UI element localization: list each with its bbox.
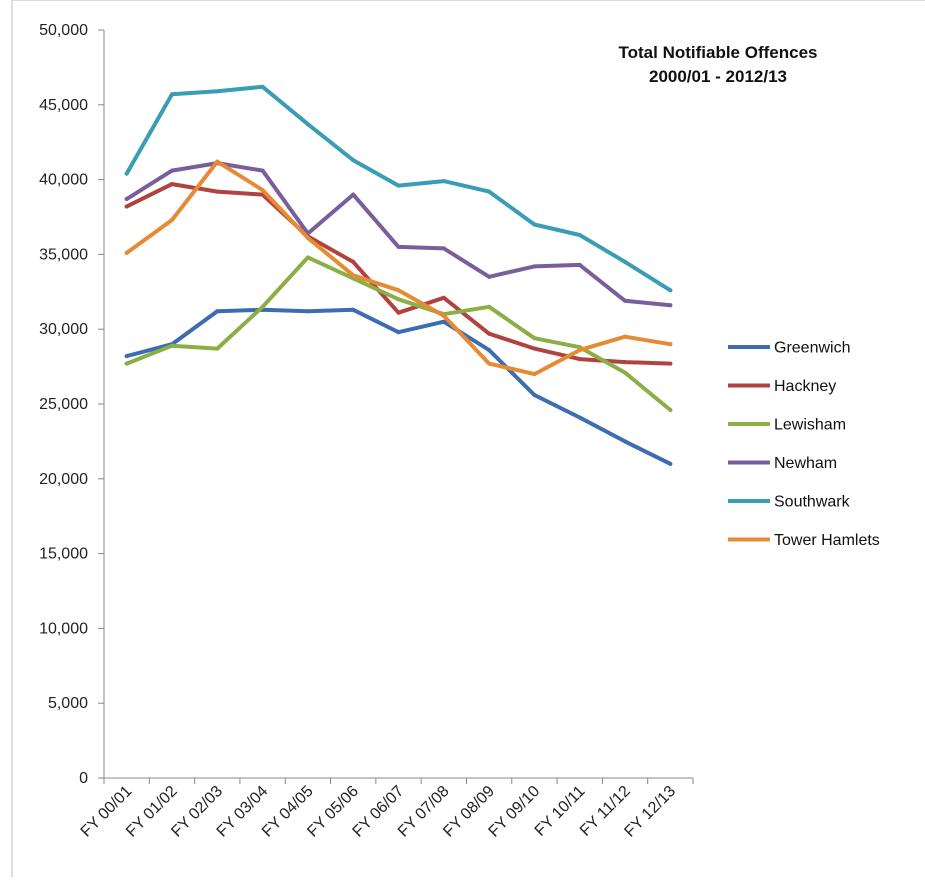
data-point-lewisham (169, 343, 174, 348)
y-tick-label: 25,000 (39, 396, 88, 413)
data-point-tower-hamlets (396, 288, 401, 293)
data-point-greenwich (668, 461, 673, 466)
legend-label-newham: Newham (774, 455, 837, 472)
data-point-newham (351, 192, 356, 197)
data-point-southwark (623, 259, 628, 264)
data-point-newham (396, 244, 401, 249)
data-point-tower-hamlets (260, 188, 265, 193)
data-point-southwark (215, 89, 220, 94)
chart-title: Total Notifiable Offences (619, 43, 818, 62)
data-point-tower-hamlets (532, 372, 537, 377)
data-point-tower-hamlets (215, 159, 220, 164)
data-point-lewisham (215, 346, 220, 351)
data-point-tower-hamlets (351, 273, 356, 278)
data-point-hackney (532, 346, 537, 351)
data-point-lewisham (305, 255, 310, 260)
data-point-lewisham (668, 407, 673, 412)
y-tick-label: 45,000 (39, 97, 88, 114)
data-point-southwark (260, 84, 265, 89)
data-point-greenwich (124, 354, 129, 359)
y-tick-label: 10,000 (39, 620, 88, 637)
data-point-southwark (668, 288, 673, 293)
data-point-greenwich (215, 309, 220, 314)
legend-label-lewisham: Lewisham (774, 417, 846, 434)
data-point-lewisham (124, 361, 129, 366)
data-point-hackney (668, 361, 673, 366)
data-point-hackney (577, 357, 582, 362)
data-point-tower-hamlets (487, 361, 492, 366)
data-point-hackney (169, 182, 174, 187)
data-point-lewisham (487, 304, 492, 309)
data-point-tower-hamlets (668, 342, 673, 347)
data-point-newham (260, 168, 265, 173)
data-point-tower-hamlets (169, 217, 174, 222)
data-point-lewisham (623, 370, 628, 375)
y-tick-label: 0 (79, 770, 88, 787)
data-point-newham (487, 274, 492, 279)
data-point-southwark (124, 171, 129, 176)
legend-label-southwark: Southwark (774, 494, 851, 511)
data-point-newham (532, 264, 537, 269)
data-point-southwark (169, 92, 174, 97)
chart-subtitle: 2000/01 - 2012/13 (649, 67, 787, 86)
legend-label-tower-hamlets: Tower Hamlets (774, 532, 880, 549)
data-point-greenwich (396, 330, 401, 335)
data-point-hackney (124, 204, 129, 209)
data-point-tower-hamlets (441, 313, 446, 318)
series-line-tower-hamlets (124, 159, 673, 377)
data-point-southwark (305, 122, 310, 127)
data-point-newham (623, 298, 628, 303)
data-point-hackney (351, 259, 356, 264)
data-point-greenwich (623, 439, 628, 444)
data-point-southwark (351, 158, 356, 163)
data-point-greenwich (441, 319, 446, 324)
data-point-hackney (487, 331, 492, 336)
y-tick-label: 15,000 (39, 546, 88, 563)
data-point-newham (577, 262, 582, 267)
data-point-hackney (441, 295, 446, 300)
y-tick-label: 5,000 (48, 695, 88, 712)
y-tick-label: 40,000 (39, 172, 88, 189)
data-point-greenwich (487, 348, 492, 353)
data-point-lewisham (260, 304, 265, 309)
data-point-tower-hamlets (623, 334, 628, 339)
y-tick-label: 50,000 (39, 22, 88, 39)
data-point-lewisham (532, 336, 537, 341)
data-point-newham (169, 168, 174, 173)
legend-label-hackney: Hackney (774, 378, 836, 395)
data-point-southwark (487, 189, 492, 194)
data-point-newham (668, 303, 673, 308)
data-point-greenwich (305, 309, 310, 314)
data-point-southwark (396, 183, 401, 188)
data-point-greenwich (351, 307, 356, 312)
data-point-southwark (577, 232, 582, 237)
y-tick-label: 30,000 (39, 321, 88, 338)
y-tick-label: 20,000 (39, 471, 88, 488)
data-point-tower-hamlets (305, 235, 310, 240)
data-point-hackney (623, 360, 628, 365)
data-point-hackney (396, 310, 401, 315)
y-tick-label: 35,000 (39, 246, 88, 263)
legend-label-greenwich: Greenwich (774, 340, 850, 357)
data-point-newham (124, 197, 129, 202)
data-point-greenwich (577, 415, 582, 420)
data-point-southwark (441, 179, 446, 184)
data-point-newham (441, 246, 446, 251)
data-point-tower-hamlets (577, 348, 582, 353)
data-point-southwark (532, 222, 537, 227)
data-point-tower-hamlets (124, 250, 129, 255)
data-point-hackney (215, 189, 220, 194)
data-point-lewisham (396, 297, 401, 302)
data-point-greenwich (532, 393, 537, 398)
